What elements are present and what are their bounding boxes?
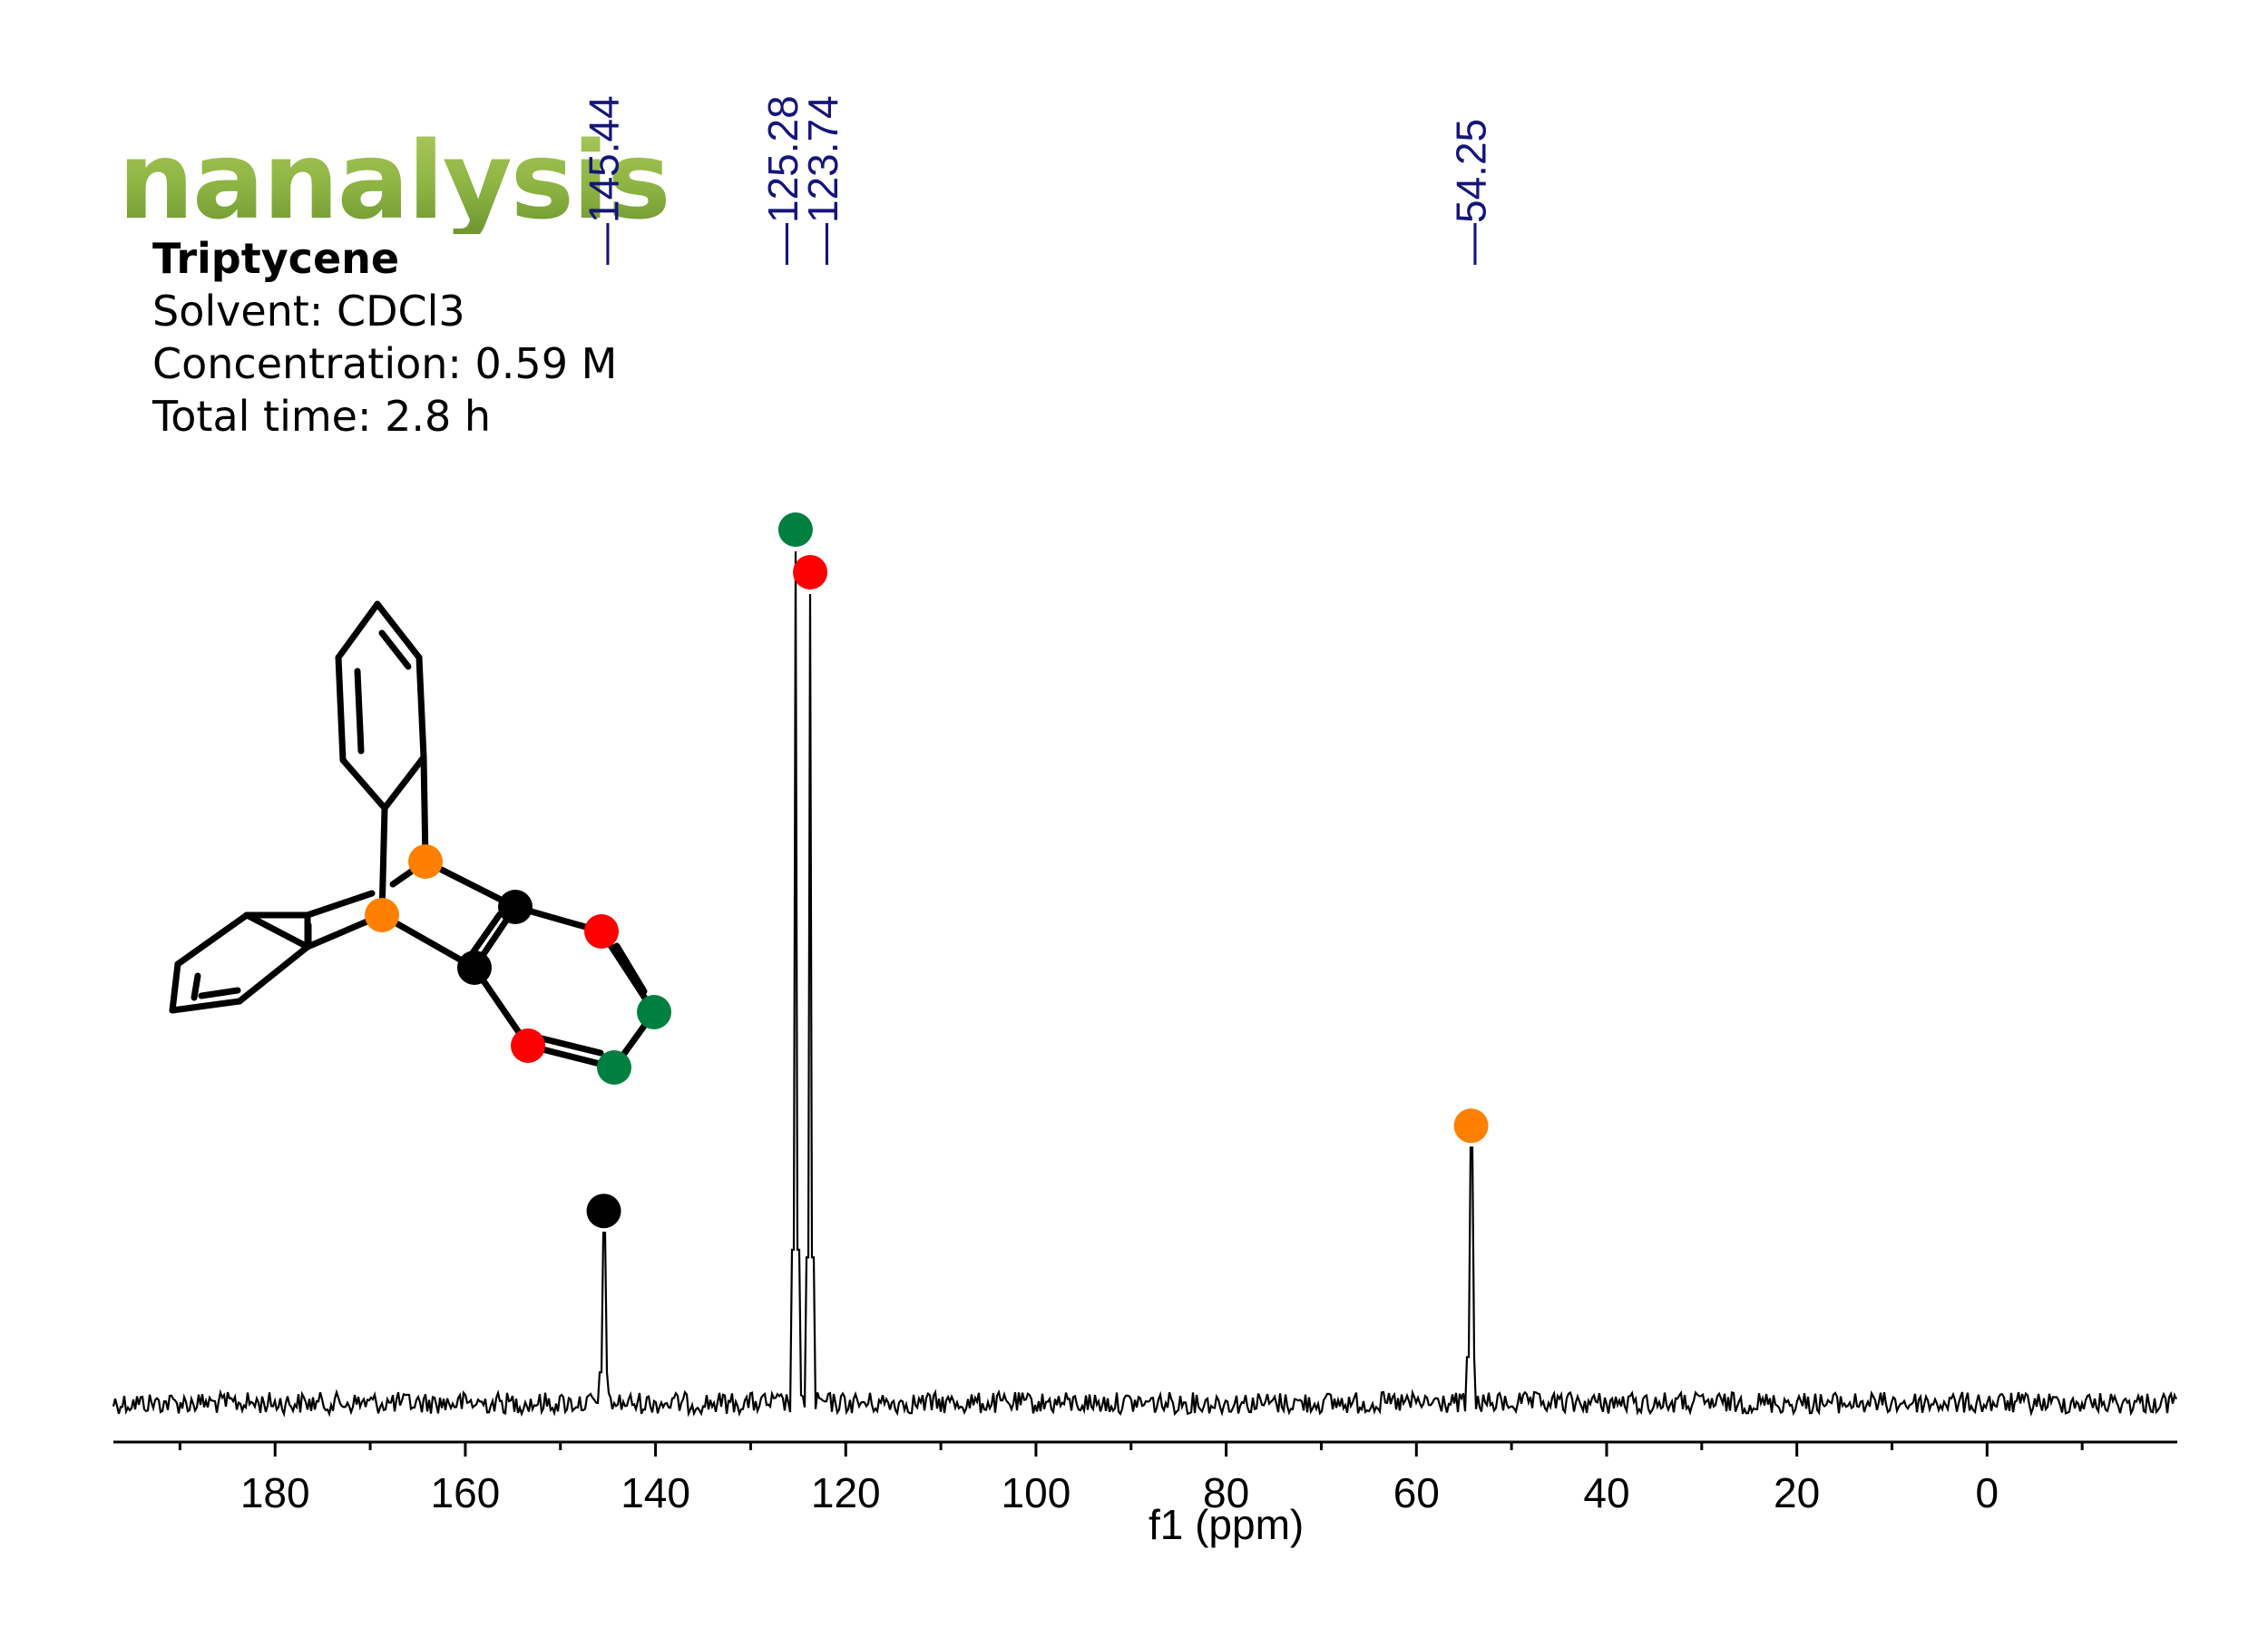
peak-marker — [777, 512, 813, 547]
atom-marker — [511, 1028, 545, 1063]
peak-marker — [586, 1194, 621, 1229]
bond — [354, 668, 365, 755]
atom-marker — [498, 890, 533, 924]
concentration-line: Concentration: 0.59 M — [152, 339, 618, 388]
x-tick-label: 20 — [1774, 1469, 1820, 1516]
spectrum-trace — [112, 551, 2177, 1418]
bond — [169, 960, 181, 1014]
atom-markers — [365, 844, 671, 1085]
bond — [378, 911, 478, 971]
x-tick-label: 60 — [1393, 1469, 1440, 1516]
x-tick-label: 120 — [811, 1469, 881, 1516]
x-tick-label: 0 — [1976, 1469, 1999, 1516]
atom-marker — [584, 914, 619, 949]
bond — [613, 942, 648, 995]
x-axis-title: f1 (ppm) — [1149, 1501, 1304, 1548]
bond — [191, 972, 201, 1001]
bond — [236, 943, 311, 1005]
bond — [420, 754, 429, 865]
atom-marker — [637, 995, 671, 1029]
x-tick-label: 140 — [621, 1469, 690, 1516]
peak-marker — [1453, 1108, 1489, 1144]
x-tick-label: 80 — [1203, 1469, 1249, 1516]
peak-label-group: —145.44 —125.28—123.74 —54.25 — [581, 95, 1495, 265]
bond — [335, 654, 347, 764]
sample-title: Triptycene — [152, 234, 400, 283]
bond — [378, 629, 412, 670]
bond — [174, 911, 250, 968]
x-tick-label: 160 — [431, 1469, 501, 1516]
bond — [198, 987, 241, 999]
bond — [415, 654, 427, 761]
solvent-line: Solvent: CDCl3 — [152, 287, 465, 336]
peak-label: —54.25 — [1448, 119, 1495, 265]
atom-marker — [408, 844, 443, 879]
peak-label: —123.74 — [799, 95, 846, 265]
bond — [169, 998, 243, 1014]
x-tick-label: 100 — [1002, 1469, 1071, 1516]
x-tick-label: 40 — [1583, 1469, 1629, 1516]
atom-marker — [457, 950, 492, 985]
peak-label: —125.28 — [759, 95, 807, 265]
bond — [243, 911, 311, 950]
bond — [374, 600, 423, 661]
total-time-line: Total time: 2.8 h — [152, 392, 492, 441]
triptycene-structure — [169, 600, 658, 1071]
bond — [538, 1035, 604, 1057]
peak-marker — [793, 554, 828, 590]
bond — [304, 890, 376, 919]
nanalysis-logo: nanalysis — [118, 118, 671, 243]
bond — [339, 756, 388, 812]
bond — [381, 754, 427, 812]
x-axis-ticks: 180 160 140 120 100 80 60 40 20 0 — [178, 1442, 2084, 1516]
peak-marker-group — [586, 512, 1489, 1229]
bond — [335, 600, 381, 661]
sample-info: Triptycene Solvent: CDCl3 Concentration:… — [152, 232, 617, 443]
atom-marker — [597, 1050, 631, 1085]
atom-marker — [365, 898, 399, 932]
logo-text: nanalysis — [118, 118, 671, 243]
peak-label: —145.44 — [581, 95, 628, 265]
bond — [378, 804, 388, 919]
x-tick-label: 180 — [240, 1469, 310, 1516]
